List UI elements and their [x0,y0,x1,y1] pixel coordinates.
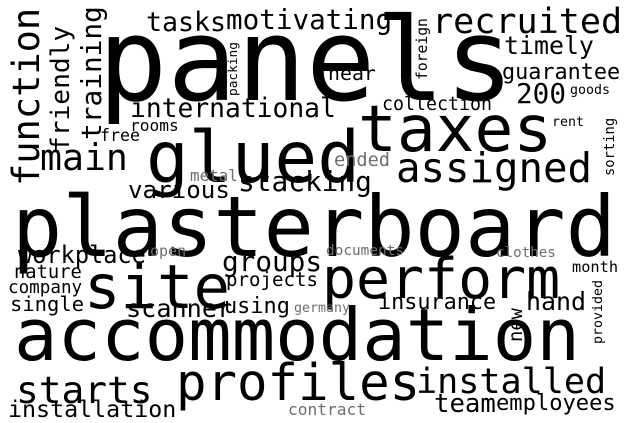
word-employees: employees [496,390,616,416]
word-stacking: stacking [238,165,372,198]
word-international: international [130,94,336,124]
word-accommodation: accommodation [14,294,580,378]
word-various: various [128,176,230,204]
word-collection: collection [382,94,493,115]
word-assigned: assigned [396,144,592,192]
word-installation: installation [8,396,177,423]
word-near: near [328,62,376,85]
word-ended: ended [334,150,390,171]
word-plasterboard: plasterboard [12,178,616,276]
word-provided: provided [591,279,606,344]
word-open: open [150,242,187,260]
word-glued: glued [146,116,361,199]
word-perform: perform [322,247,561,312]
word-contract: contract [288,400,366,419]
word-tasks: tasks [146,7,227,38]
word-timely: timely [504,31,594,60]
word-single: single [10,292,85,316]
word-insurance: insurance [378,290,497,315]
word-metal: metal [190,166,238,185]
word-foreign: foreign [414,18,431,80]
word-team: team [434,389,496,419]
word-site: site [84,253,230,323]
word-free: free [100,126,140,145]
word-rent: rent [552,115,585,130]
word-training: training [75,6,108,140]
word-workplace: workplace [18,241,146,269]
word-hand: hand [526,287,586,316]
word-germany: germany [294,301,351,316]
word-panels: panels [98,0,515,128]
word-motivating: motivating [226,3,393,36]
word-groups: groups [222,245,323,278]
word-documents: documents [326,243,404,259]
word-recruited: recruited [432,1,623,42]
word-month: month [572,258,619,276]
word-using: using [224,294,290,319]
word-200: 200 [516,77,567,110]
word-clothes: clothes [496,245,556,261]
word-installed: installed [416,361,607,402]
word-projects: projects [226,268,318,291]
word-friendly: friendly [46,25,76,152]
word-packing: packing [226,42,241,96]
word-guarantee: guarantee [502,60,621,85]
word-starts: starts [16,368,153,412]
word-scanner: scanner [126,294,233,323]
word-new: new [506,308,527,342]
word-main: main [40,136,128,179]
word-rooms: rooms [130,116,179,135]
word-nature: nature [14,262,82,283]
word-profiles: profiles [176,353,421,412]
word-taxes: taxes [358,92,553,167]
word-goods: goods [570,83,611,98]
word-company: company [8,278,83,298]
word-sorting: sorting [602,117,618,176]
